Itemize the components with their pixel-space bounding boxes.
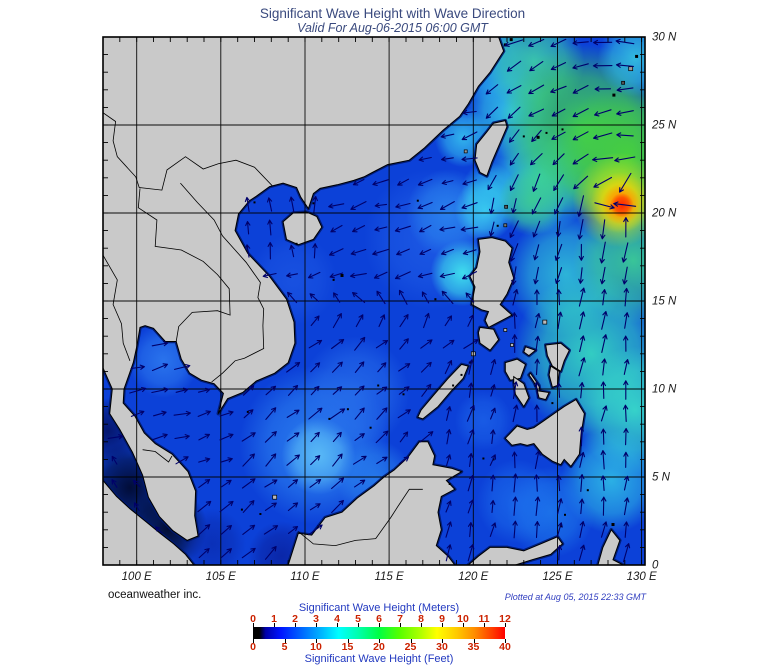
- legend-tick-mark: [473, 639, 475, 643]
- lon-tick-label: 115 E: [374, 571, 404, 583]
- lat-tick-label: 20 N: [652, 207, 677, 220]
- legend-tick-mark: [347, 639, 349, 643]
- legend-tick-mark: [505, 623, 506, 627]
- legend-tick-mark: [284, 639, 286, 643]
- legend-meters-tick: 6: [376, 613, 382, 625]
- legend-tick-mark: [379, 639, 380, 643]
- legend-tick-mark: [505, 639, 506, 643]
- lat-tick-label: 10 N: [652, 383, 677, 396]
- legend-meters-tick: 4: [334, 613, 340, 625]
- legend-feet-tick: 0: [250, 641, 256, 653]
- lat-tick-label: 25 N: [652, 119, 677, 132]
- legend-tick-mark: [358, 623, 359, 627]
- legend-tick-mark: [442, 639, 443, 643]
- legend-meters-tick: 11: [478, 613, 490, 625]
- colorbar-gradient: [253, 627, 505, 639]
- legend-meters-tick: 8: [418, 613, 424, 625]
- legend-tick-mark: [400, 623, 401, 627]
- legend-meters-tick: 5: [355, 613, 361, 625]
- legend-tick-mark: [295, 623, 296, 627]
- legend-meters-tick: 2: [292, 613, 298, 625]
- legend-tick-mark: [316, 639, 317, 643]
- legend-tick-mark: [484, 623, 485, 627]
- legend-tick-mark: [442, 623, 443, 627]
- legend-tick-mark: [421, 623, 422, 627]
- legend-meters-tick: 12: [499, 613, 511, 625]
- legend-meters-tick: 0: [250, 613, 256, 625]
- legend-title-feet: Significant Wave Height (Feet): [304, 653, 454, 665]
- legend-tick-mark: [253, 623, 254, 627]
- chart-subtitle: Valid For Aug-06-2015 06:00 GMT: [297, 21, 488, 35]
- legend-feet-tick: 20: [373, 641, 385, 653]
- legend-meters-tick: 7: [397, 613, 403, 625]
- lat-tick-label: 30 N: [652, 31, 677, 44]
- legend-tick-mark: [316, 623, 317, 627]
- plotted-timestamp: Plotted at Aug 05, 2015 22:33 GMT: [504, 592, 646, 602]
- legend-feet-tick: 35: [467, 641, 480, 653]
- lat-tick-label: 0: [652, 559, 659, 572]
- lon-tick-label: 110 E: [290, 571, 320, 583]
- lat-tick-label: 15 N: [652, 295, 677, 308]
- legend-feet-tick: 25: [404, 641, 417, 653]
- legend-tick-mark: [410, 639, 412, 643]
- legend-title-meters: Significant Wave Height (Meters): [298, 602, 460, 614]
- legend-tick-mark: [253, 639, 254, 643]
- chart-title: Significant Wave Height with Wave Direct…: [259, 6, 526, 21]
- legend-feet-tick: 5: [281, 641, 288, 653]
- legend-tick-mark: [274, 623, 275, 627]
- lon-tick-label: 105 E: [205, 571, 236, 583]
- legend-tick-mark: [379, 623, 380, 627]
- lon-tick-label: 120 E: [458, 571, 489, 583]
- credit-text: oceanweather inc.: [108, 589, 202, 601]
- lon-tick-label: 100 E: [121, 571, 152, 583]
- lon-tick-label: 125 E: [542, 571, 573, 583]
- legend-feet-tick: 30: [436, 641, 448, 653]
- legend-meters-tick: 3: [313, 613, 319, 625]
- legend-feet-tick: 40: [499, 641, 511, 653]
- legend-feet-tick: 15: [341, 641, 354, 653]
- legend-tick-mark: [463, 623, 464, 627]
- lon-tick-label: 130 E: [626, 571, 657, 583]
- legend-meters-tick: 9: [439, 613, 445, 625]
- legend-meters-tick: 10: [457, 613, 469, 625]
- legend-feet-tick: 10: [310, 641, 322, 653]
- legend-meters-tick: 1: [271, 613, 277, 625]
- legend-tick-mark: [337, 623, 338, 627]
- lat-tick-label: 5 N: [652, 471, 670, 484]
